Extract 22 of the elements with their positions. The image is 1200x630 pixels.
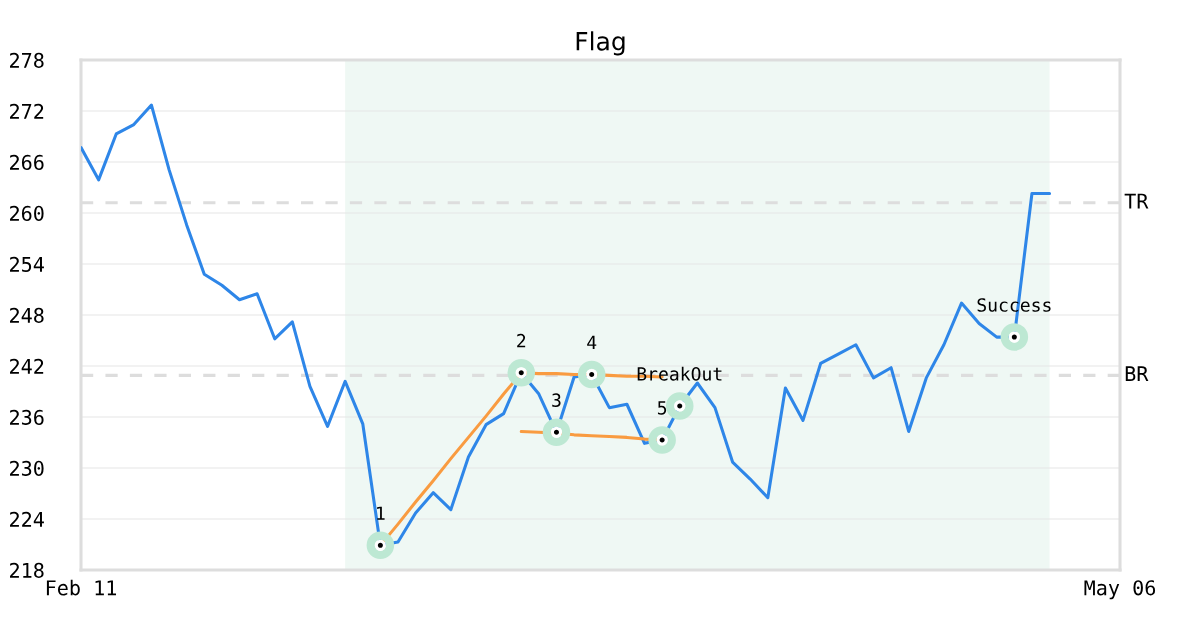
y-tick-label: 236 (10, 409, 44, 425)
x-tick-label: May 06 (1084, 580, 1156, 600)
y-tick-label: 248 (10, 307, 44, 323)
annotation: 5 (657, 401, 667, 415)
x-tick-label: Feb 11 (46, 579, 117, 596)
annotation: 1 (377, 506, 385, 520)
y-tick-label: 224 (10, 511, 44, 527)
y-tick-label: 242 (10, 358, 44, 374)
ref-line-label: BR (1125, 366, 1149, 381)
y-tick-label: 266 (10, 154, 44, 170)
y-tick-label: 230 (10, 460, 44, 476)
y-tick-label: 272 (10, 103, 44, 119)
annotation: 4 (587, 335, 597, 349)
annotation: 2 (517, 333, 526, 348)
y-tick-label: 218 (10, 562, 44, 578)
y-tick-label: 260 (10, 205, 44, 221)
y-tick-label: 278 (10, 52, 44, 68)
y-tick-label: 254 (10, 256, 44, 272)
chart-title: Flag (576, 31, 625, 56)
ref-line-label: TR (1124, 193, 1149, 209)
annotation: 3 (552, 393, 561, 408)
annotation: BreakOut (637, 366, 722, 381)
